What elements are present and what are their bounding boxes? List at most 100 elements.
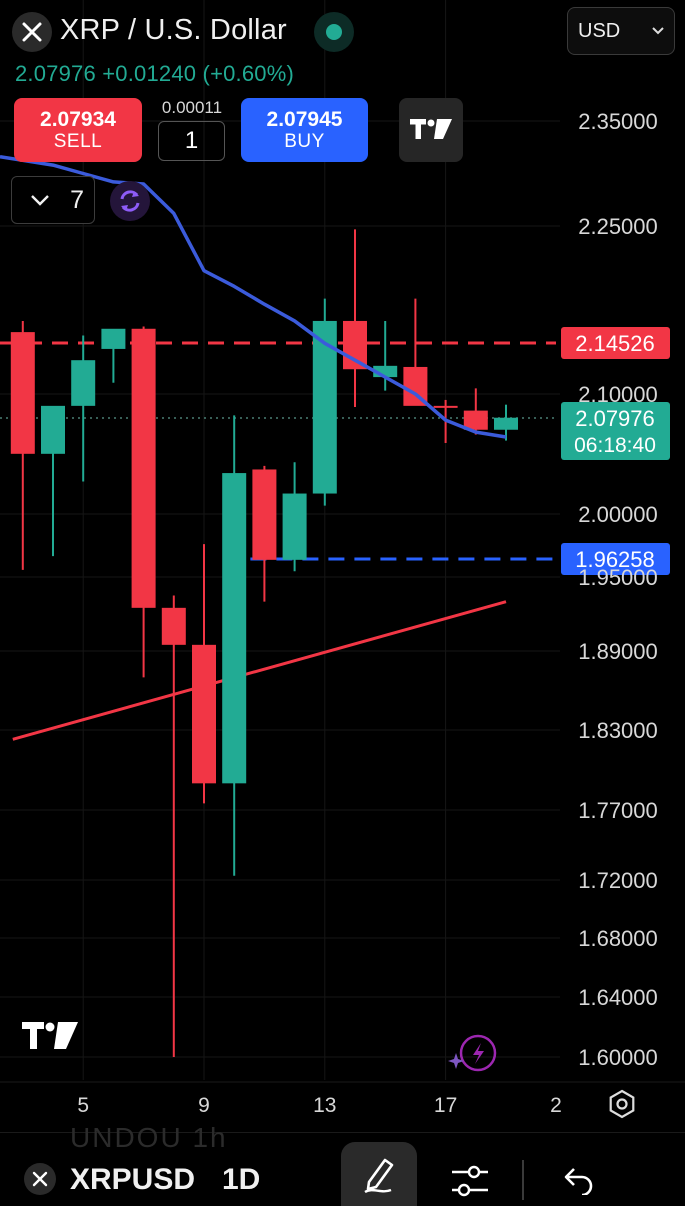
candle-countdown: 06:18:40 bbox=[574, 434, 656, 457]
candle-body bbox=[71, 360, 96, 406]
price-axis-label: 2.00000 bbox=[578, 502, 658, 527]
candle-body bbox=[373, 365, 398, 378]
chart-settings-icon[interactable] bbox=[609, 1089, 635, 1119]
candle-body bbox=[161, 607, 186, 645]
candle bbox=[222, 415, 247, 876]
candle bbox=[463, 388, 488, 435]
candle-body bbox=[10, 332, 35, 454]
price-axis-label: 2.35000 bbox=[578, 109, 658, 134]
candle bbox=[192, 544, 216, 804]
sell-label: SELL bbox=[53, 131, 103, 153]
price-axis-label: 2.10000 bbox=[578, 382, 658, 407]
moving-average-line bbox=[0, 154, 507, 439]
refresh-button[interactable] bbox=[110, 181, 150, 221]
trend-line[interactable] bbox=[12, 600, 507, 741]
currency-value: USD bbox=[578, 19, 621, 42]
price-axis-label: 1.77000 bbox=[578, 798, 658, 823]
interval-button[interactable]: 1D bbox=[222, 1163, 261, 1196]
symbol-logo-icon bbox=[24, 1163, 56, 1195]
price-axis-label: 1.64000 bbox=[578, 985, 658, 1010]
chevron-down-icon bbox=[31, 195, 49, 206]
trend-line-segment bbox=[12, 600, 507, 741]
price-axis[interactable]: 2.35000 2.25000 2.10000 2.00000 1.95000 1.890… bbox=[578, 109, 658, 1070]
price-chart[interactable]: 2.14526 1.96258 2.07976 06:18:40 2.35000 2.2… bbox=[0, 0, 685, 1132]
price-axis-label: 1.89000 bbox=[578, 639, 658, 664]
price-axis-label: 1.83000 bbox=[578, 718, 658, 743]
chart-grid bbox=[0, 0, 685, 1083]
moving-average bbox=[0, 154, 507, 439]
faded-header-label: UNDOU 1h bbox=[70, 1122, 228, 1153]
price-change-pct: (+0.60%) bbox=[202, 61, 295, 86]
candle bbox=[131, 326, 156, 678]
price-axis-label: 1.72000 bbox=[578, 868, 658, 893]
candle-body bbox=[282, 493, 307, 560]
buy-button[interactable]: 2.07945 BUY bbox=[241, 98, 368, 162]
indicators-toggle[interactable]: 7 bbox=[11, 176, 95, 224]
candle bbox=[10, 320, 35, 570]
draw-button[interactable] bbox=[341, 1142, 417, 1206]
price-change: +0.01240 bbox=[102, 61, 197, 86]
last-price: 2.07976 bbox=[15, 61, 96, 86]
current-price-label: 2.07976 bbox=[575, 406, 655, 431]
currency-select[interactable]: USD bbox=[567, 7, 675, 55]
price-axis-label: 2.25000 bbox=[578, 214, 658, 239]
candle-body bbox=[41, 405, 65, 454]
flash-icon[interactable] bbox=[448, 1034, 497, 1072]
candles bbox=[10, 229, 518, 1057]
market-open-icon bbox=[326, 24, 342, 40]
candle-body bbox=[222, 473, 247, 784]
toolbar-divider bbox=[522, 1160, 524, 1200]
candle bbox=[312, 298, 337, 506]
candle-body bbox=[192, 644, 216, 784]
price-levels[interactable]: 2.14526 1.96258 2.07976 06:18:40 bbox=[0, 327, 670, 575]
price-summary: 2.07976 +0.01240 (+0.60%) bbox=[15, 61, 294, 87]
symbol-button[interactable]: XRPUSD bbox=[70, 1163, 196, 1196]
chevron-down-icon bbox=[652, 27, 664, 35]
time-axis-label: 5 bbox=[77, 1094, 89, 1117]
sliders-icon[interactable] bbox=[450, 1160, 490, 1200]
candle-body bbox=[433, 405, 458, 408]
candle bbox=[101, 328, 126, 383]
current-price-tag bbox=[561, 402, 670, 460]
pair-title[interactable]: XRP / U.S. Dollar bbox=[60, 14, 287, 46]
time-axis-label: 13 bbox=[313, 1094, 336, 1117]
time-axis-label: 9 bbox=[198, 1094, 210, 1117]
candle bbox=[41, 405, 65, 557]
candle bbox=[71, 335, 96, 482]
candle bbox=[161, 595, 186, 1057]
candle-body bbox=[131, 328, 156, 608]
price-axis-label: 1.60000 bbox=[578, 1045, 658, 1070]
tradingview-watermark-icon bbox=[22, 1022, 78, 1049]
candle-body bbox=[101, 328, 126, 349]
candle-body bbox=[252, 469, 277, 560]
candle-body bbox=[463, 410, 488, 430]
resistance-level-label: 2.14526 bbox=[575, 331, 655, 356]
pencil-icon bbox=[364, 1158, 394, 1194]
time-axis-label: 2 bbox=[550, 1094, 562, 1117]
indicator-count: 7 bbox=[70, 185, 84, 214]
candle bbox=[252, 465, 277, 602]
tradingview-button[interactable] bbox=[399, 98, 463, 162]
undo-icon[interactable] bbox=[562, 1165, 596, 1195]
sell-button[interactable]: 2.07934 SELL bbox=[14, 98, 142, 162]
time-axis[interactable]: 5 9 13 17 2 bbox=[77, 1094, 561, 1117]
time-axis-label: 17 bbox=[434, 1094, 457, 1117]
buy-label: BUY bbox=[284, 131, 325, 153]
market-status-badge bbox=[314, 12, 354, 52]
candle bbox=[282, 462, 307, 572]
refresh-icon bbox=[120, 190, 140, 212]
support-level-tag bbox=[561, 543, 670, 575]
spread-value: 0.00011 bbox=[161, 98, 223, 117]
candle bbox=[343, 229, 367, 408]
sell-price: 2.07934 bbox=[40, 107, 116, 131]
candle-body bbox=[494, 417, 518, 430]
xrp-logo-icon bbox=[12, 12, 52, 52]
resistance-level-tag bbox=[561, 327, 670, 359]
price-axis-label: 1.68000 bbox=[578, 926, 658, 951]
support-level-label: 1.96258 bbox=[575, 547, 655, 572]
quantity-input[interactable]: 1 bbox=[158, 121, 225, 161]
price-axis-label: 1.95000 bbox=[578, 565, 658, 590]
buy-price: 2.07945 bbox=[266, 107, 343, 131]
tradingview-logo-icon bbox=[410, 119, 452, 139]
candle bbox=[494, 404, 518, 441]
